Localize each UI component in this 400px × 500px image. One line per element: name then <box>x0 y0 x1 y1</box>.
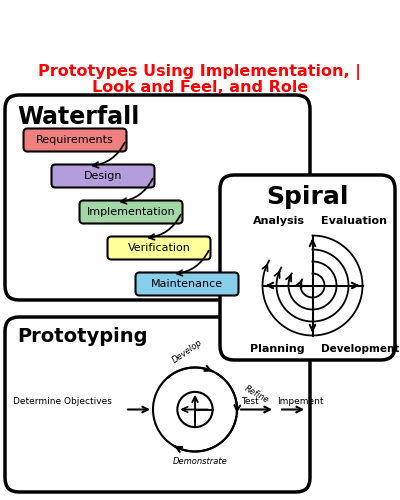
Text: Look and Feel, and Role: Look and Feel, and Role <box>92 80 308 94</box>
Text: Refine: Refine <box>243 384 271 405</box>
Text: Design: Design <box>84 171 122 181</box>
Text: Requirements: Requirements <box>36 135 114 145</box>
Text: Spiral: Spiral <box>266 185 349 209</box>
FancyBboxPatch shape <box>52 164 154 188</box>
Text: Development: Development <box>320 344 399 353</box>
Text: Evaluation: Evaluation <box>320 216 386 226</box>
Text: Test: Test <box>241 398 259 406</box>
Text: Prototypes Using Implementation, |: Prototypes Using Implementation, | <box>38 64 362 80</box>
Text: Demonstrate: Demonstrate <box>173 456 227 466</box>
Text: Implementation: Implementation <box>87 207 175 217</box>
Text: Determine Objectives: Determine Objectives <box>13 398 112 406</box>
FancyBboxPatch shape <box>5 317 310 492</box>
Text: Verification: Verification <box>128 243 190 253</box>
FancyBboxPatch shape <box>108 236 210 260</box>
FancyBboxPatch shape <box>80 200 182 224</box>
Text: Impement: Impement <box>277 398 324 406</box>
Text: Maintenance: Maintenance <box>151 279 223 289</box>
Text: Waterfall: Waterfall <box>17 105 139 129</box>
Text: Analysis: Analysis <box>252 216 304 226</box>
Text: Prototyping: Prototyping <box>17 327 148 346</box>
FancyBboxPatch shape <box>5 95 310 300</box>
FancyBboxPatch shape <box>136 272 238 295</box>
Text: Develop: Develop <box>170 338 204 365</box>
Text: Planning: Planning <box>250 344 304 353</box>
FancyBboxPatch shape <box>220 175 395 360</box>
FancyBboxPatch shape <box>24 128 126 152</box>
